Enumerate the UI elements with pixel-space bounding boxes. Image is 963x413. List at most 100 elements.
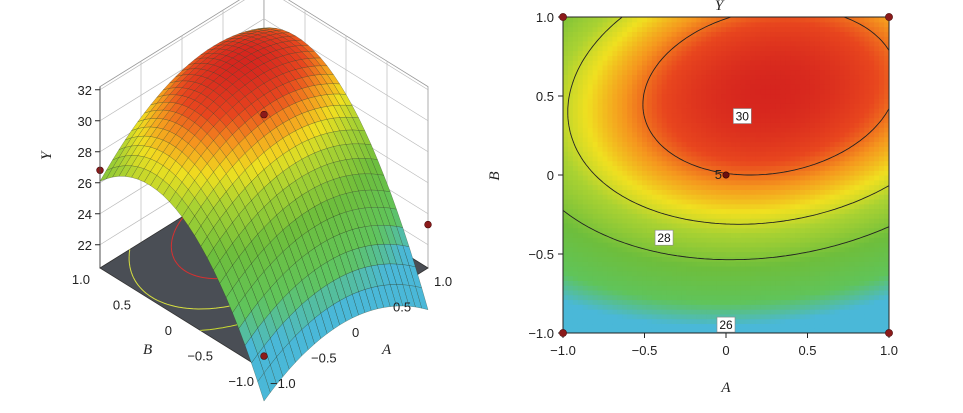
color-cell xyxy=(651,232,658,238)
color-cell xyxy=(874,261,880,267)
color-cell xyxy=(666,198,673,205)
color-cell xyxy=(824,141,831,147)
color-cell xyxy=(661,98,668,104)
color-cell xyxy=(740,31,747,37)
color-cell xyxy=(567,328,574,333)
color-cell xyxy=(834,203,841,210)
color-cell xyxy=(844,84,851,90)
color-cell xyxy=(740,184,747,190)
color-cell xyxy=(567,69,574,76)
color-cell xyxy=(834,103,841,109)
color-cell xyxy=(637,45,643,52)
color-cell xyxy=(859,69,865,76)
color-cell xyxy=(824,328,831,333)
color-cell xyxy=(854,21,860,28)
color-cell xyxy=(671,280,678,286)
color-cell xyxy=(691,194,697,200)
color-cell xyxy=(572,313,579,320)
color-cell xyxy=(567,98,574,104)
color-cell xyxy=(577,194,584,200)
color-cell xyxy=(612,88,618,95)
color-cell xyxy=(795,313,801,320)
color-cell xyxy=(671,88,678,95)
color-cell xyxy=(775,21,781,28)
color-cell xyxy=(661,189,668,195)
color-cell xyxy=(666,265,673,272)
color-cell xyxy=(572,40,579,47)
color-cell xyxy=(666,112,673,119)
color-cell xyxy=(592,88,599,95)
color-cell xyxy=(795,55,801,61)
color-cell xyxy=(824,69,831,76)
color-cell xyxy=(760,84,767,90)
color-cell xyxy=(572,64,579,71)
color-cell xyxy=(622,251,628,257)
color-cell xyxy=(701,227,707,234)
color-cell xyxy=(854,31,860,37)
color-cell xyxy=(696,304,702,310)
color-cell xyxy=(701,131,707,138)
color-cell xyxy=(775,294,781,301)
color-cell xyxy=(874,251,880,257)
color-cell xyxy=(602,175,609,181)
color-cell xyxy=(681,237,688,243)
color-cell xyxy=(805,285,811,291)
color-cell xyxy=(592,242,599,248)
color-cell xyxy=(824,45,831,52)
color-cell xyxy=(627,208,633,214)
color-cell xyxy=(829,246,836,253)
color-cell xyxy=(814,84,821,90)
color-cell xyxy=(686,275,693,281)
color-cell xyxy=(819,84,826,90)
color-cell xyxy=(666,26,673,32)
color-cell xyxy=(834,265,841,272)
color-cell xyxy=(745,227,752,234)
color-cell xyxy=(666,136,673,143)
color-cell xyxy=(775,74,781,80)
color-cell xyxy=(661,294,668,301)
color-cell xyxy=(607,289,613,296)
color-cell xyxy=(617,323,623,329)
color-cell xyxy=(676,69,683,76)
color-cell xyxy=(800,60,806,66)
color-cell xyxy=(785,74,791,80)
color-cell xyxy=(651,127,658,133)
color-cell xyxy=(617,50,623,56)
color-cell xyxy=(854,218,860,224)
color-cell xyxy=(721,270,727,277)
color-cell xyxy=(864,40,870,47)
color-cell xyxy=(750,21,757,28)
color-cell xyxy=(854,165,860,171)
color-cell xyxy=(656,265,663,272)
color-cell xyxy=(809,175,816,181)
color-cell xyxy=(805,141,811,147)
color-cell xyxy=(795,232,801,238)
color-cell xyxy=(691,232,697,238)
color-cell xyxy=(587,179,594,186)
color-cell xyxy=(859,74,865,80)
color-cell xyxy=(750,189,757,195)
color-cell xyxy=(646,136,653,143)
color-cell xyxy=(814,251,821,257)
color-cell xyxy=(597,50,604,56)
color-cell xyxy=(740,175,747,181)
color-cell xyxy=(874,40,880,47)
color-cell xyxy=(696,93,702,99)
color-cell xyxy=(790,213,796,219)
color-cell xyxy=(730,189,737,195)
color-cell xyxy=(849,45,856,52)
color-cell xyxy=(597,194,604,200)
color-cell xyxy=(745,194,752,200)
color-cell xyxy=(829,194,836,200)
color-cell xyxy=(651,242,658,248)
color-cell xyxy=(676,313,683,320)
color-cell xyxy=(745,170,752,176)
color-cell xyxy=(834,36,841,42)
color-cell xyxy=(844,79,851,85)
color-cell xyxy=(735,175,742,181)
color-cell xyxy=(706,21,712,28)
color-cell xyxy=(814,175,821,181)
color-cell xyxy=(582,103,589,109)
color-cell xyxy=(597,45,604,52)
wall-gridline xyxy=(99,0,429,91)
